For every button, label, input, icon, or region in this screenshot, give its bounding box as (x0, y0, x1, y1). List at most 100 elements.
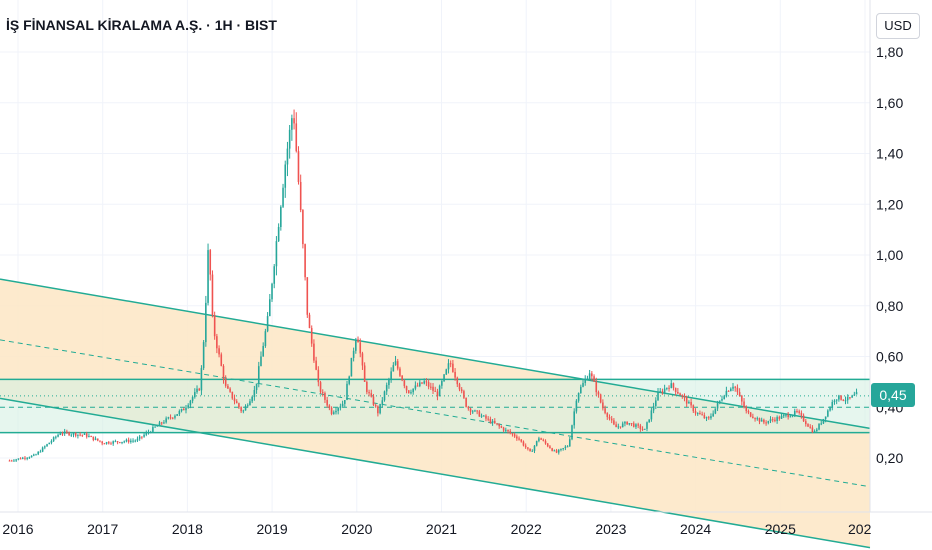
candle-body (436, 391, 439, 397)
candle-body (207, 250, 209, 303)
candle-body (502, 427, 505, 431)
candle-body (19, 458, 22, 460)
candle-body (458, 384, 461, 390)
candle-body (355, 339, 357, 351)
candle-body (414, 385, 417, 389)
candle-body (463, 391, 465, 398)
candle-body (551, 448, 553, 451)
candle-body (74, 433, 77, 436)
candle-body (359, 342, 362, 354)
candle-body (480, 415, 483, 417)
candle-body (152, 427, 154, 432)
candle-body (213, 315, 216, 337)
candle-body (160, 422, 163, 424)
candle-body (88, 436, 90, 438)
candle-body (277, 226, 280, 242)
candle-body (807, 424, 809, 427)
candle-body (456, 377, 459, 385)
candle-body (231, 391, 234, 399)
candle-body (635, 424, 637, 427)
candle-body (66, 431, 68, 433)
candle-body (692, 405, 695, 412)
candle-body (509, 431, 512, 434)
candle-body (705, 417, 708, 419)
candle-body (763, 419, 765, 423)
currency-button[interactable]: USD (876, 13, 920, 39)
candle-body (465, 397, 467, 407)
candle-body (242, 410, 245, 412)
candle-body (793, 410, 796, 415)
candle-body (233, 398, 236, 402)
candle-body (81, 434, 84, 436)
candle-body (390, 371, 392, 380)
candle-body (447, 363, 450, 370)
candle-body (134, 440, 137, 442)
time-axis[interactable]: 2016 2017 2018 2019 2020 2021 2022 2023 2024 2025… (2, 521, 871, 537)
channel-lower-line (0, 397, 871, 549)
candle-body (253, 390, 256, 397)
candle-body (489, 418, 492, 423)
candle-body (121, 441, 123, 443)
price-axis[interactable]: 0,200,400,600,801,001,201,401,601,80 (876, 44, 903, 466)
candle-body (244, 406, 247, 411)
candle-body (392, 365, 395, 372)
candle-body (529, 448, 531, 452)
candle-body (564, 446, 567, 449)
candle-body (403, 380, 406, 387)
candle-body (621, 423, 624, 427)
candle-body (32, 454, 35, 456)
candle-body (83, 433, 86, 435)
candle-body (467, 406, 470, 409)
candle-body (13, 460, 15, 462)
candle-body (540, 438, 542, 440)
candle-body (557, 449, 560, 453)
candle-body (143, 434, 145, 437)
candle-body (520, 439, 523, 442)
candle-body (758, 418, 761, 422)
candle-body (10, 460, 13, 462)
candle-body (350, 357, 353, 377)
candle-body (782, 415, 785, 417)
candle-body (105, 442, 108, 444)
candle-body (628, 423, 631, 425)
candle-body (260, 356, 262, 367)
candle-body (310, 328, 313, 344)
candle-body (293, 118, 295, 124)
candle-body (615, 424, 617, 428)
candle-body (723, 396, 725, 400)
candle-body (119, 442, 121, 444)
candle-body (107, 442, 110, 444)
candle-body (412, 388, 414, 393)
candle-body (630, 423, 633, 425)
time-tick-label: 2020 (341, 521, 372, 537)
candle-body (655, 400, 657, 407)
candle-body (313, 343, 315, 361)
last-price-label: 0,45 (871, 383, 915, 407)
candle-body (802, 415, 805, 422)
candle-body (357, 339, 359, 343)
candle-body (582, 382, 584, 387)
candle-body (337, 408, 339, 411)
candle-body (496, 423, 498, 425)
candle-body (26, 457, 28, 459)
candle-body (366, 381, 368, 393)
candle-body (147, 432, 150, 434)
candle-body (101, 441, 103, 444)
price-tick-label: 0,60 (876, 349, 903, 365)
candle-body (257, 366, 260, 384)
candle-body (703, 415, 706, 419)
time-tick-label: 2025 (765, 521, 796, 537)
candle-body (524, 445, 527, 448)
candle-body (533, 445, 536, 451)
candle-body (114, 441, 117, 443)
candle-body (167, 417, 170, 419)
candle-body (266, 316, 269, 332)
candle-body (202, 342, 205, 369)
candle-body (304, 244, 306, 278)
candle-body (505, 429, 507, 431)
candle-body (469, 408, 472, 412)
candle-body (659, 391, 662, 393)
candle-body (55, 436, 57, 438)
candle-body (641, 429, 644, 431)
